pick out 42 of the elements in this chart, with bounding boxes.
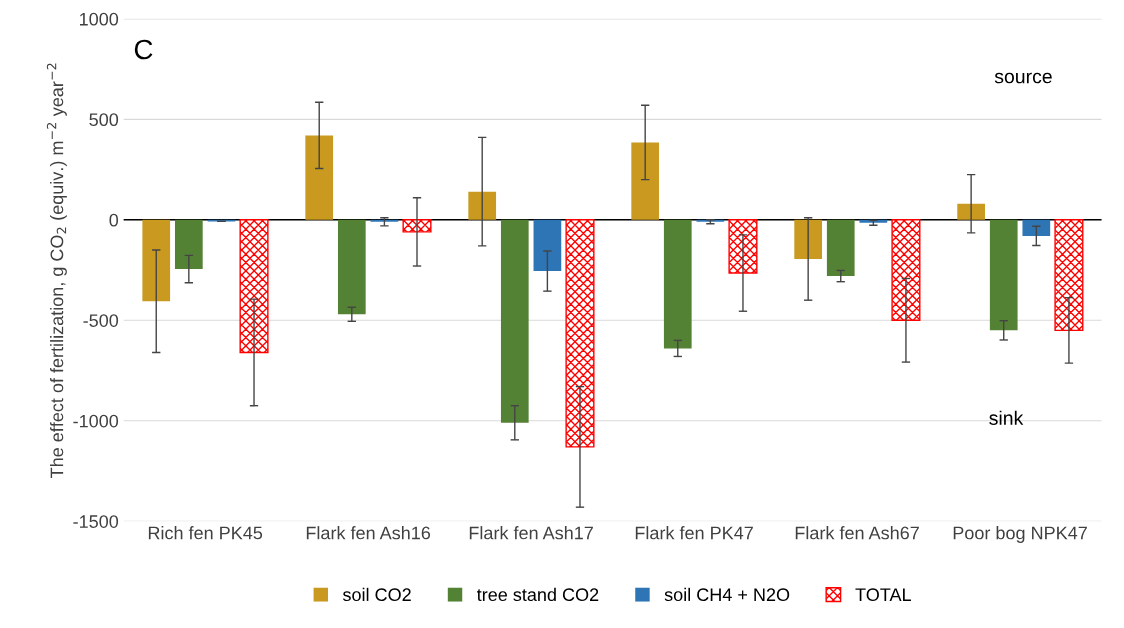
bar (1022, 219, 1051, 236)
x-tick-label: Poor bog NPK47 (953, 526, 1087, 543)
bar (957, 203, 985, 220)
bar (174, 219, 203, 270)
x-tick-label: Rich fen PK45 (148, 526, 263, 540)
bar (565, 219, 595, 448)
legend-label: soil CH4 + N2O (664, 587, 790, 602)
bar (142, 219, 171, 302)
y-axis-title: The effect of fertilization, g CO$_{2}$ (equiv.) m$^{−2}$ year$^{−2}$ (46, 63, 67, 478)
x-tick-label: Flark fen Ash16 (306, 526, 431, 540)
bar (337, 219, 366, 315)
y-tick-label: 500 (89, 113, 119, 127)
annotation: C (134, 39, 153, 60)
bar (1054, 219, 1084, 332)
y-tick-label: -1000 (73, 414, 119, 428)
bar (468, 191, 497, 220)
bar (631, 142, 660, 220)
annotation: sink (989, 410, 1024, 425)
y-tick-label: 1000 (79, 12, 119, 26)
y-tick-label: -500 (83, 314, 119, 327)
bar (696, 219, 725, 222)
annotation: source (994, 72, 1052, 84)
y-tick-label: 0 (109, 213, 119, 227)
y-tick-label: -1500 (73, 515, 119, 528)
bar (500, 219, 529, 423)
bar (794, 219, 823, 259)
bar (402, 219, 432, 233)
bar (533, 219, 562, 272)
bar (239, 219, 269, 354)
bar (663, 219, 692, 349)
legend-label: soil CO2 (342, 587, 411, 602)
legend-label: TOTAL (855, 588, 911, 602)
legend-label: tree stand CO2 (476, 587, 599, 602)
bar (370, 219, 399, 222)
x-tick-label: Flark fen Ash67 (795, 526, 919, 540)
x-tick-label: Flark fen PK47 (635, 526, 753, 540)
x-tick-label: Flark fen Ash17 (469, 526, 593, 540)
bar (989, 219, 1018, 331)
bar (891, 219, 921, 321)
bar (728, 219, 758, 274)
bar (826, 219, 855, 277)
bar (305, 135, 334, 220)
